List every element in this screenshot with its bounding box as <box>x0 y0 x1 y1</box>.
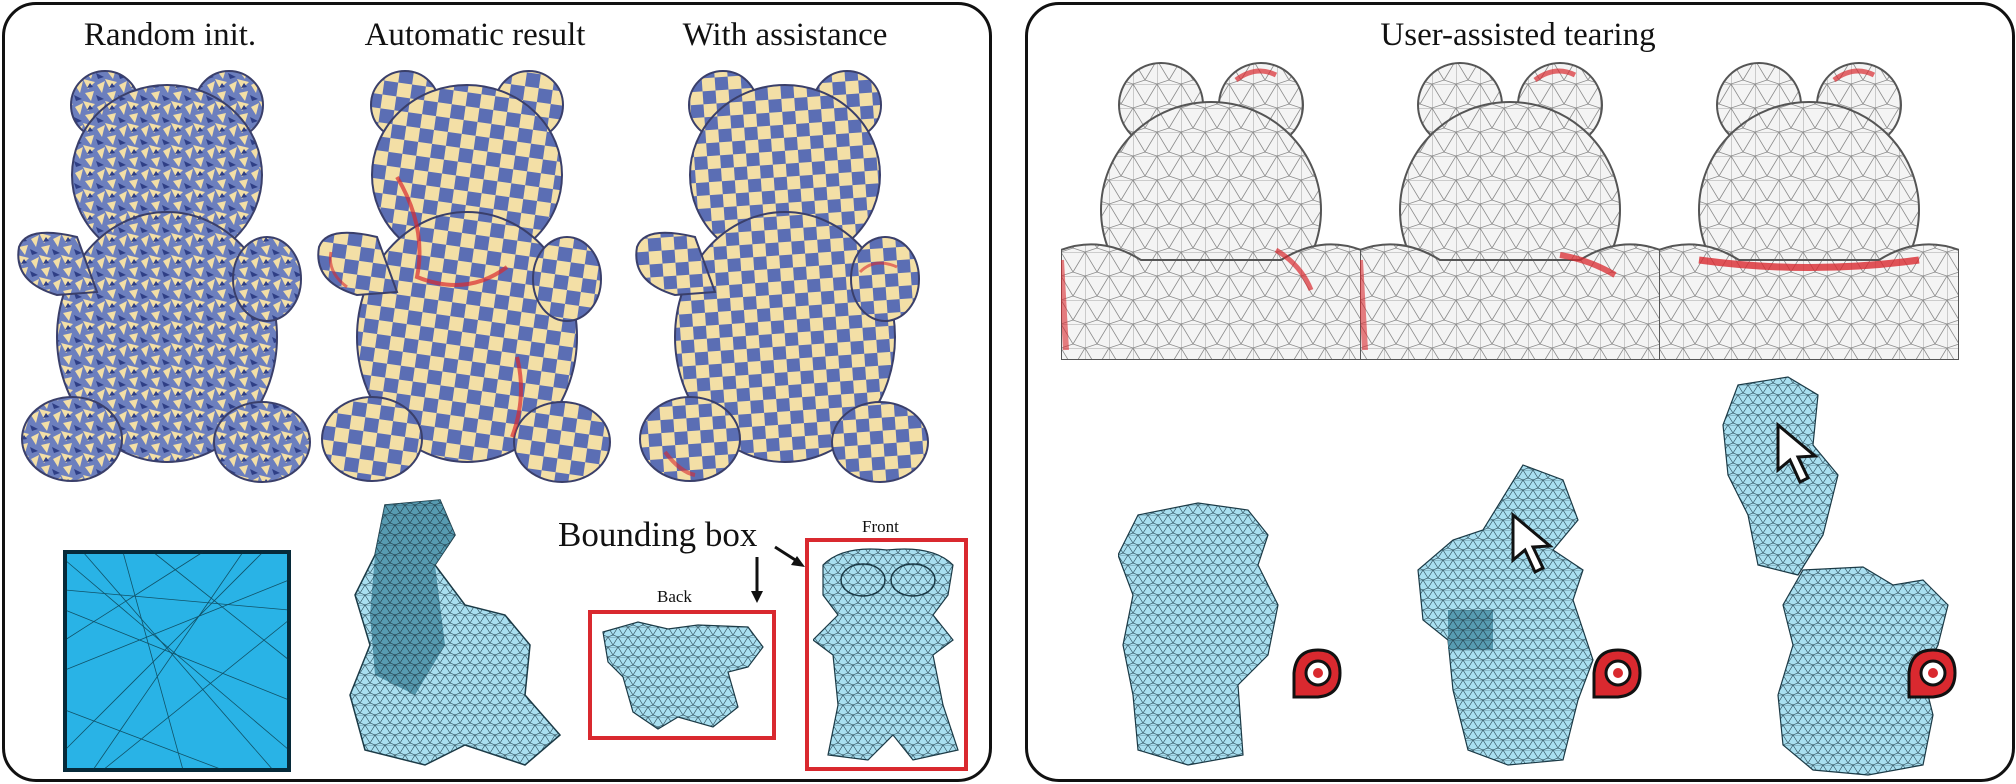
cursor-arrow-icon <box>1776 421 1819 485</box>
pin-tool-icon <box>1292 648 1342 699</box>
bear-random-init-render <box>17 57 317 497</box>
tearing-parameterization-step-1 <box>1118 502 1279 766</box>
wireframe-bear-step-3 <box>1659 60 1959 360</box>
right-figure-panel: User-assisted tearing <box>1025 2 2015 782</box>
wireframe-bear-step-1 <box>1061 60 1361 360</box>
column-title-random-init: Random init. <box>83 17 257 53</box>
bounding-box-arrows <box>751 545 805 603</box>
random-init-parameterization-square <box>63 550 291 772</box>
bear-with-assistance-render <box>635 57 935 497</box>
torn-piece-upper <box>1722 376 1839 576</box>
tearing-parameterization-step-2 <box>1417 464 1594 766</box>
back-view-label: Back <box>657 587 692 606</box>
pin-tool-icon <box>1592 648 1642 699</box>
front-bounding-box <box>805 538 968 771</box>
column-title-with-assistance: With assistance <box>682 17 888 53</box>
bounding-box-annotation: Bounding box <box>558 515 758 554</box>
column-title-automatic-result: Automatic result <box>364 17 586 53</box>
automatic-result-parameterization <box>349 499 562 766</box>
wireframe-bear-step-2 <box>1360 60 1660 360</box>
left-figure-panel: Random init. Automatic result With assis… <box>2 2 992 782</box>
back-view-parameterization <box>602 621 764 730</box>
torn-piece-lower <box>1777 566 1949 776</box>
front-view-parameterization <box>813 548 959 761</box>
front-view-label: Front <box>862 517 899 536</box>
cursor-arrow-icon <box>1511 511 1554 575</box>
back-bounding-box <box>588 610 776 740</box>
panel-title-user-assisted-tearing: User-assisted tearing <box>1380 17 1656 53</box>
bear-automatic-result-render <box>317 57 617 497</box>
pin-tool-icon <box>1907 648 1957 699</box>
